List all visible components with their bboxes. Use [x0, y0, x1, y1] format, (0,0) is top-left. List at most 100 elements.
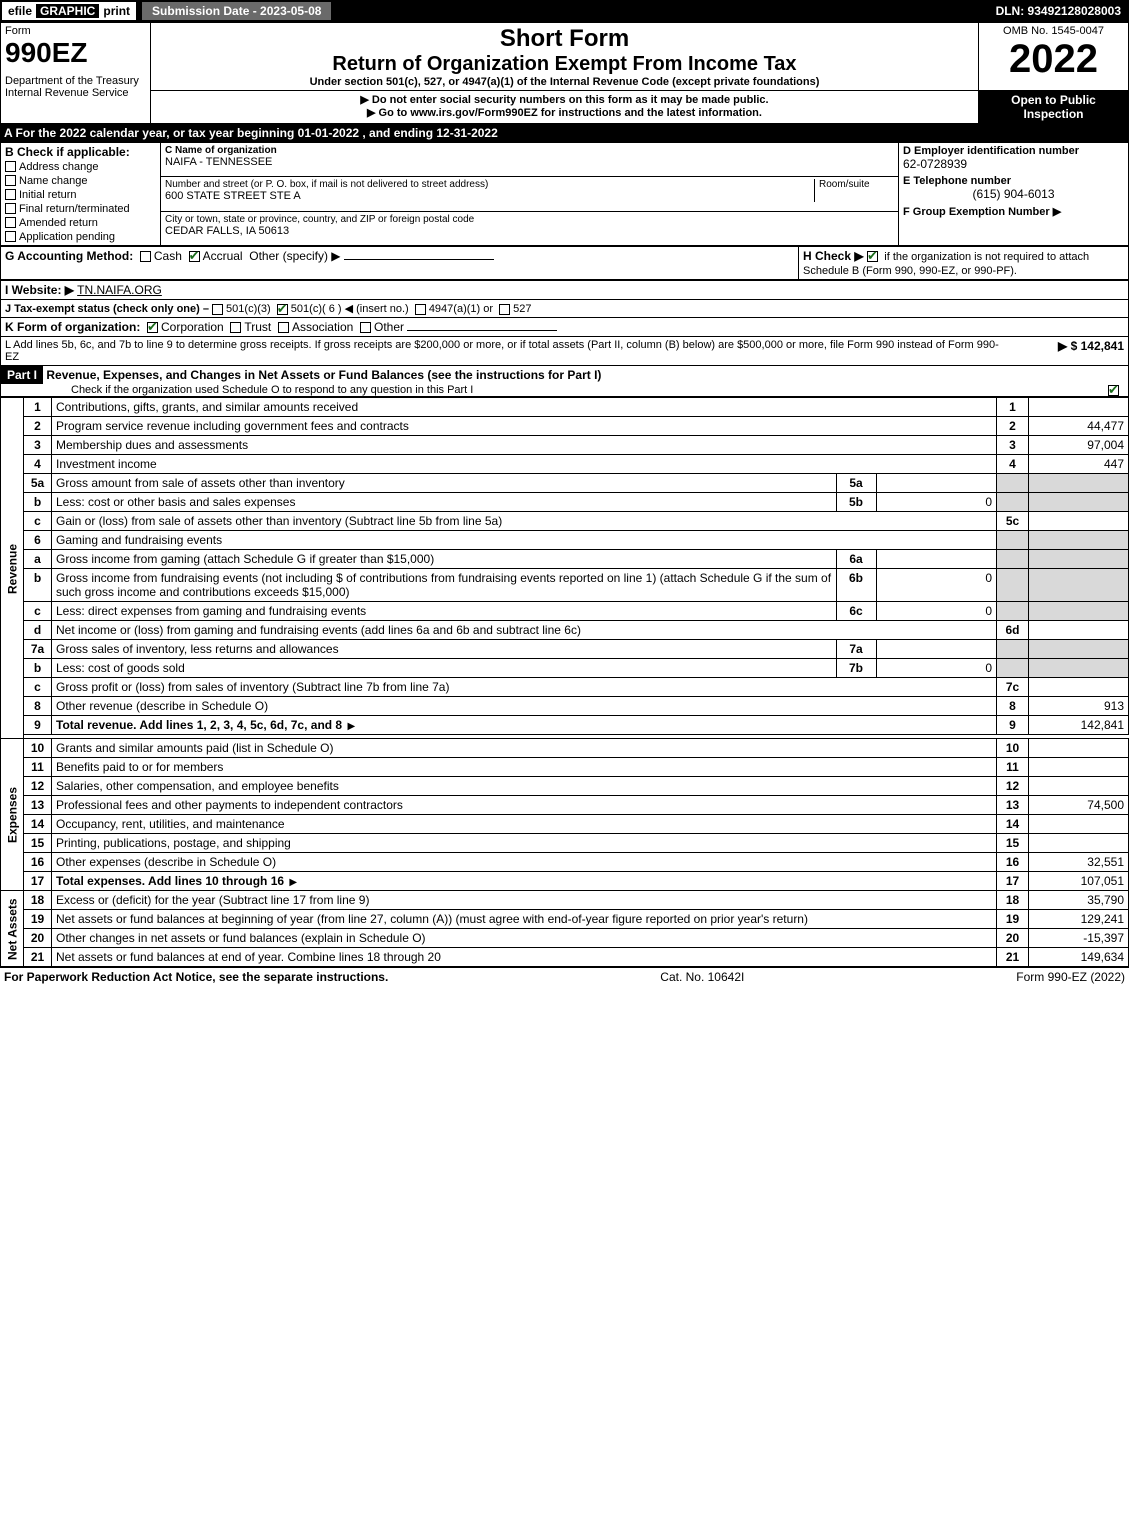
- line-14-val: [1029, 815, 1129, 834]
- line-6c-desc: Less: direct expenses from gaming and fu…: [52, 602, 836, 620]
- cash-checkbox[interactable]: [140, 251, 151, 262]
- section-c-label: C Name of organization: [165, 145, 894, 156]
- efile-print-group: efile GRAPHIC print: [0, 0, 138, 22]
- line-16-val: 32,551: [1029, 853, 1129, 872]
- org-info-block: B Check if applicable: Address change Na…: [0, 142, 1129, 246]
- app-pending-label: Application pending: [19, 231, 115, 243]
- line-15-col: 15: [997, 834, 1029, 853]
- line-19-desc: Net assets or fund balances at beginning…: [56, 912, 808, 926]
- line-6a-desc: Gross income from gaming (attach Schedul…: [52, 550, 836, 568]
- initial-return-checkbox[interactable]: [5, 189, 16, 200]
- print-link[interactable]: print: [103, 4, 130, 18]
- section-g-label: G Accounting Method:: [5, 249, 133, 263]
- final-return-checkbox[interactable]: [5, 203, 16, 214]
- line-10-desc: Grants and similar amounts paid (list in…: [56, 741, 333, 755]
- line-7b-desc: Less: cost of goods sold: [52, 659, 836, 677]
- section-l: L Add lines 5b, 6c, and 7b to line 9 to …: [0, 337, 1129, 366]
- line-13-val: 74,500: [1029, 796, 1129, 815]
- form-number: 990EZ: [5, 37, 146, 69]
- line-1-desc: Contributions, gifts, grants, and simila…: [56, 400, 358, 414]
- efile-label: efile: [8, 4, 32, 18]
- line-13-col: 13: [997, 796, 1029, 815]
- netassets-vlabel: Net Assets: [1, 891, 24, 967]
- 501c-checkbox[interactable]: [277, 304, 288, 315]
- section-j-label: J Tax-exempt status (check only one) –: [5, 303, 209, 315]
- section-f-label: F Group Exemption Number ▶: [903, 205, 1124, 218]
- line-14-col: 14: [997, 815, 1029, 834]
- initial-return-label: Initial return: [19, 189, 76, 201]
- line-5a-subval: [876, 474, 996, 492]
- line-1-val: [1029, 398, 1129, 417]
- line-11-col: 11: [997, 758, 1029, 777]
- submission-date: Submission Date - 2023-05-08: [142, 2, 331, 20]
- line-15-val: [1029, 834, 1129, 853]
- line-20-desc: Other changes in net assets or fund bala…: [56, 931, 426, 945]
- line-7c-col: 7c: [997, 678, 1029, 697]
- dept-label: Department of the Treasury: [5, 75, 146, 87]
- goto-note-text: ▶ Go to www.irs.gov/Form990EZ for instru…: [367, 107, 762, 119]
- section-a: A For the 2022 calendar year, or tax yea…: [0, 124, 1129, 142]
- line-13-desc: Professional fees and other payments to …: [56, 798, 403, 812]
- ein-value: 62-0728939: [903, 157, 1124, 171]
- 501c-label: 501(c)( 6 ) ◀ (insert no.): [291, 303, 409, 315]
- section-b-label: B Check if applicable:: [5, 145, 156, 159]
- g-h-block: G Accounting Method: Cash Accrual Other …: [0, 246, 1129, 280]
- revenue-vlabel: Revenue: [1, 398, 24, 739]
- corp-label: Corporation: [161, 320, 224, 334]
- app-pending-checkbox[interactable]: [5, 231, 16, 242]
- line-7a-subval: [876, 640, 996, 658]
- line-2-col: 2: [997, 417, 1029, 436]
- form-header: Form 990EZ Department of the Treasury In…: [0, 22, 1129, 124]
- 501c3-checkbox[interactable]: [212, 304, 223, 315]
- accrual-checkbox[interactable]: [189, 251, 200, 262]
- other-org-checkbox[interactable]: [360, 322, 371, 333]
- trust-label: Trust: [244, 320, 271, 334]
- line-17-col: 17: [997, 872, 1029, 891]
- line-14-desc: Occupancy, rent, utilities, and maintena…: [56, 817, 285, 831]
- schedule-o-checkbox[interactable]: [1108, 385, 1119, 396]
- part1-check-text: Check if the organization used Schedule …: [71, 384, 473, 396]
- final-return-label: Final return/terminated: [19, 203, 130, 215]
- line-7a-desc: Gross sales of inventory, less returns a…: [52, 640, 836, 658]
- schedule-b-checkbox[interactable]: [867, 251, 878, 262]
- line-20-col: 20: [997, 929, 1029, 948]
- 527-checkbox[interactable]: [499, 304, 510, 315]
- line-1-col: 1: [997, 398, 1029, 417]
- corp-checkbox[interactable]: [147, 322, 158, 333]
- line-6d-col: 6d: [997, 621, 1029, 640]
- line-12-col: 12: [997, 777, 1029, 796]
- amended-return-checkbox[interactable]: [5, 217, 16, 228]
- room-label: Room/suite: [819, 179, 894, 190]
- line-4-val: 447: [1029, 455, 1129, 474]
- section-k: K Form of organization: Corporation Trus…: [0, 318, 1129, 337]
- line-3-val: 97,004: [1029, 436, 1129, 455]
- line-9-val: 142,841: [1029, 716, 1129, 735]
- trust-checkbox[interactable]: [230, 322, 241, 333]
- line-9-desc: Total revenue. Add lines 1, 2, 3, 4, 5c,…: [56, 718, 342, 732]
- line-5c-val: [1029, 512, 1129, 531]
- page-footer: For Paperwork Reduction Act Notice, see …: [0, 967, 1129, 986]
- other-method-label: Other (specify) ▶: [249, 249, 340, 263]
- line-21-desc: Net assets or fund balances at end of ye…: [56, 950, 441, 964]
- arrow-icon: [345, 718, 357, 732]
- name-change-checkbox[interactable]: [5, 175, 16, 186]
- line-7c-val: [1029, 678, 1129, 697]
- line-11-desc: Benefits paid to or for members: [56, 760, 223, 774]
- line-7b-subval: 0: [876, 659, 996, 677]
- line-19-col: 19: [997, 910, 1029, 929]
- addr-change-label: Address change: [19, 161, 99, 173]
- line-15-desc: Printing, publications, postage, and shi…: [56, 836, 291, 850]
- graphic-label: GRAPHIC: [36, 4, 99, 18]
- line-11-val: [1029, 758, 1129, 777]
- line-5a-desc: Gross amount from sale of assets other t…: [52, 474, 836, 492]
- line-7b-sub: 7b: [836, 659, 876, 677]
- line-5b-desc: Less: cost or other basis and sales expe…: [52, 493, 836, 511]
- website-value[interactable]: TN.NAIFA.ORG: [77, 283, 162, 297]
- goto-note: ▶ Go to www.irs.gov/Form990EZ for instru…: [155, 106, 974, 119]
- omb-label: OMB No. 1545-0047: [983, 25, 1124, 37]
- 4947-checkbox[interactable]: [415, 304, 426, 315]
- line-6b-sub: 6b: [836, 569, 876, 601]
- line-6b-subval: 0: [876, 569, 996, 601]
- assoc-checkbox[interactable]: [278, 322, 289, 333]
- addr-change-checkbox[interactable]: [5, 161, 16, 172]
